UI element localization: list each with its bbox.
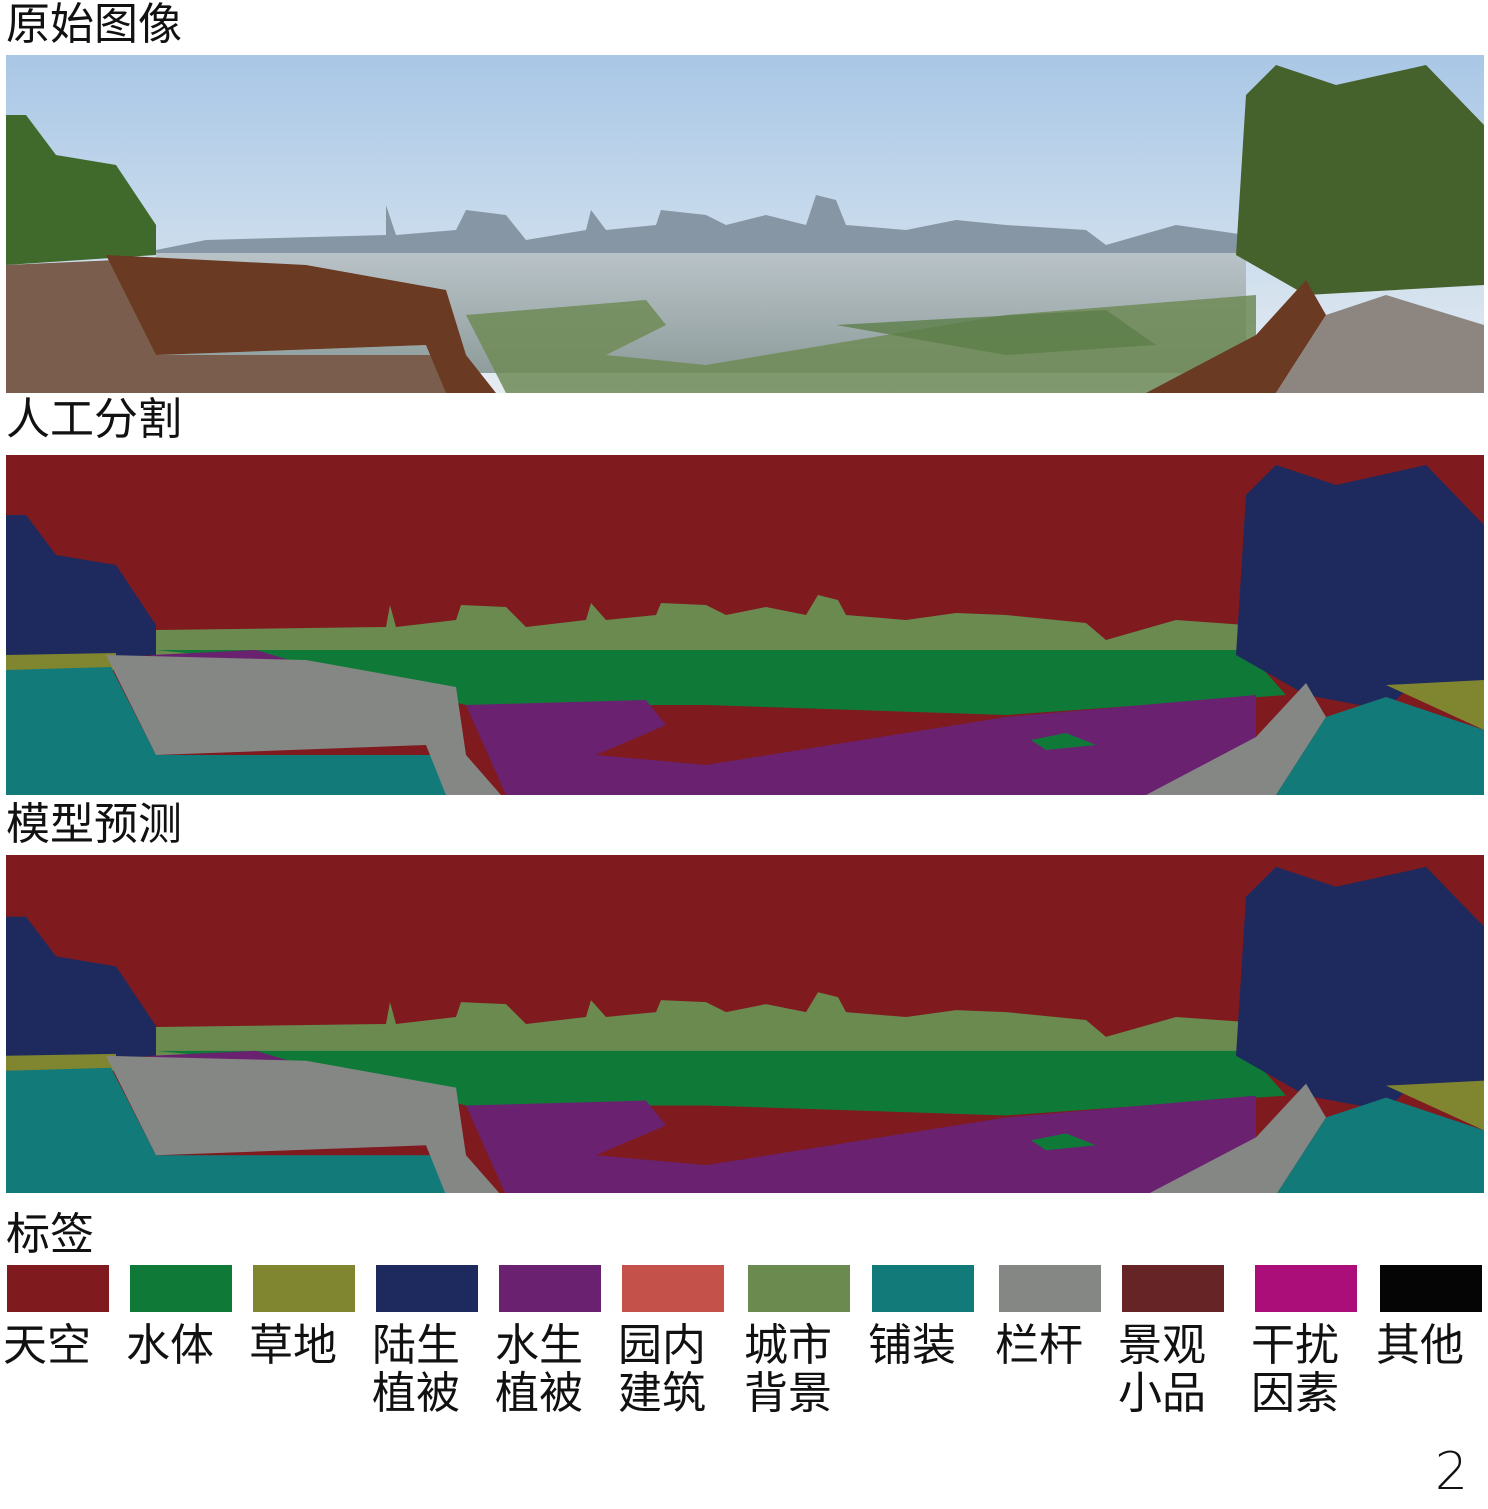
legend-label: 陆生 植被 [372,1320,460,1419]
legend-swatch [748,1265,850,1312]
model-prediction-title: 模型预测 [6,799,182,850]
region-aquatic [466,1095,1256,1193]
region-paving-left [6,1067,446,1193]
manual-segmentation-map [6,455,1484,795]
region-railing-right [1146,683,1326,795]
legend-swatch [7,1265,109,1312]
region-city [156,595,1246,660]
legend-label: 水生 植被 [495,1320,583,1419]
manual-segmentation-title: 人工分割 [6,394,182,445]
region-paving-left [6,667,446,795]
region-veg-right [1236,866,1484,1111]
legend-swatch [499,1265,601,1312]
region-grass-right [1386,1080,1484,1131]
region-paving-right [1277,1097,1484,1193]
legend-label: 干扰 因素 [1251,1320,1339,1419]
legend-label: 铺装 [868,1320,956,1371]
legend-title: 标签 [6,1209,94,1260]
legend-label: 园内 建筑 [618,1320,706,1419]
legend-label: 水体 [126,1320,214,1371]
legend-swatch [872,1265,974,1312]
legend-swatch [253,1265,355,1312]
legend-swatch [999,1265,1101,1312]
original-photo [6,55,1484,393]
region-water [156,1050,1286,1116]
legend-swatch [1380,1265,1482,1312]
region-water [156,650,1286,715]
region-railing-right [1149,1083,1326,1193]
legend-label: 其他 [1376,1320,1464,1371]
region-water-patch [1031,1133,1096,1151]
legend-label: 城市 背景 [744,1320,832,1419]
original-image-title: 原始图像 [6,0,182,50]
region-veg-left [6,916,156,1066]
legend-swatch [130,1265,232,1312]
legend-label: 草地 [249,1320,337,1371]
region-water-patch [1031,733,1096,750]
page-number: 2 [1434,1442,1468,1502]
region-veg-left [6,515,156,665]
region-aquatic [466,695,1256,795]
legend-swatch [376,1265,478,1312]
region-railing-left [106,655,501,795]
region-paving-right [1276,697,1484,795]
region-grass-right [1386,680,1484,730]
legend-label: 天空 [3,1320,91,1371]
legend-swatch [622,1265,724,1312]
region-city [156,992,1246,1057]
model-prediction-map [6,855,1484,1193]
legend-label: 景观 小品 [1118,1320,1206,1419]
legend-label: 栏杆 [995,1320,1083,1371]
legend-swatch [1255,1265,1357,1312]
region-grass-left [6,1053,116,1071]
region-railing-left [106,1055,500,1193]
legend-swatch [1122,1265,1224,1312]
region-grass-left [6,653,116,670]
region-veg-right [1236,465,1484,710]
